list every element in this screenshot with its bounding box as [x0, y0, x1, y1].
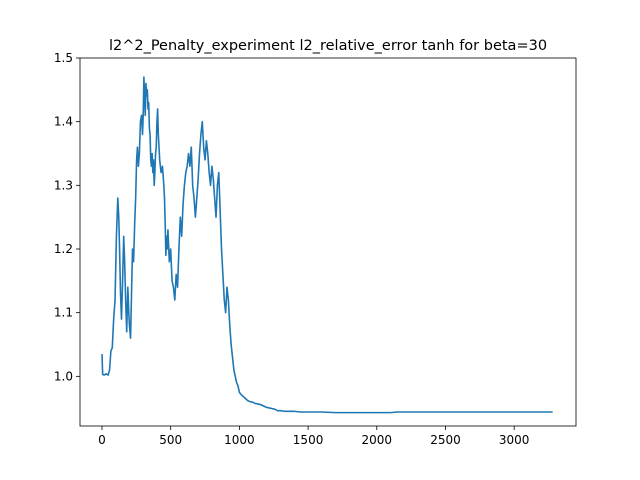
y-tick-label: 1.0: [54, 369, 73, 383]
x-tick-label: 1000: [224, 433, 255, 447]
y-tick-label: 1.2: [54, 242, 73, 256]
y-tick-label: 1.3: [54, 178, 73, 192]
y-axis: 1.0 1.1 1.2 1.3 1.4 1.5: [54, 51, 80, 383]
series-layer: [101, 76, 553, 414]
x-tick-label: 500: [159, 433, 182, 447]
y-tick-label: 1.1: [54, 306, 73, 320]
x-tick-label: 2000: [362, 433, 393, 447]
chart-title: l2^2_Penalty_experiment l2_relative_erro…: [109, 38, 547, 54]
x-tick-label: 2500: [430, 433, 461, 447]
y-tick-label: 1.4: [54, 115, 73, 129]
axes-frame: [79, 57, 577, 427]
x-tick-label: 3000: [499, 433, 530, 447]
x-tick-label: 1500: [293, 433, 324, 447]
x-axis: 0 500 1000 1500 2000 2500 3000: [98, 426, 529, 447]
series-line: [101, 76, 553, 414]
x-tick-label: 0: [98, 433, 106, 447]
y-tick-label: 1.5: [54, 51, 73, 65]
